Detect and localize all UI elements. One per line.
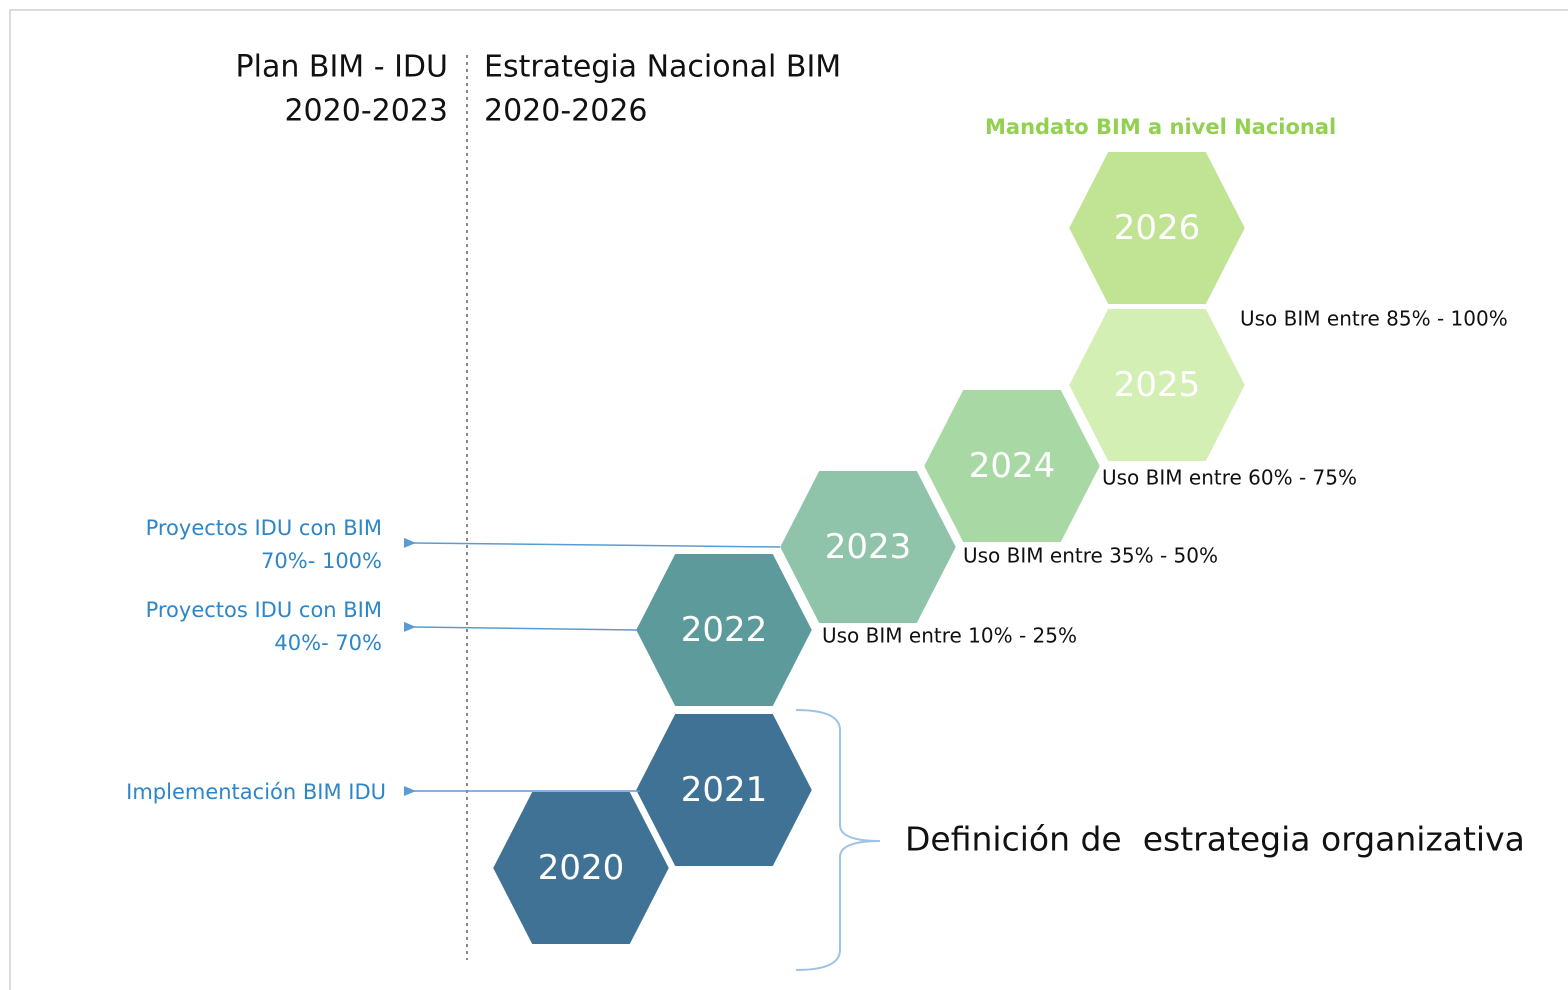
idu-note: Implementación BIM IDU xyxy=(126,780,386,804)
hexagon xyxy=(488,788,674,948)
year-label: 2025 xyxy=(1114,365,1201,405)
usage-note: Uso BIM entre 10% - 25% xyxy=(822,624,1077,648)
year-label: 2026 xyxy=(1114,208,1201,248)
mandate: Mandato BIM a nivel Nacional xyxy=(985,115,1336,139)
frame xyxy=(9,9,1568,990)
arrow xyxy=(403,621,638,632)
strategy: Definición de estrategia organizativa xyxy=(905,820,1525,859)
idu-note: Proyectos IDU con BIM xyxy=(146,516,382,540)
hexagon xyxy=(631,550,817,710)
header-period: 2020-2023 xyxy=(284,94,448,129)
brace xyxy=(795,709,881,971)
header-title: Estrategia Nacional BIM xyxy=(484,50,841,85)
year-label: 2022 xyxy=(681,610,768,650)
year-label: 2021 xyxy=(681,770,768,810)
idu-note: 40%- 70% xyxy=(274,631,382,655)
hexagons: 2020 2021 2022 2023 2024 2025 2026 xyxy=(488,148,1250,948)
header-title: Plan BIM - IDU xyxy=(236,50,448,85)
header-period: 2020-2026 xyxy=(484,94,648,129)
hexagon xyxy=(775,467,961,627)
year-label: 2023 xyxy=(825,527,912,567)
usage-note: Uso BIM entre 35% - 50% xyxy=(963,544,1218,568)
arrow xyxy=(403,537,781,548)
hexagon xyxy=(919,386,1105,546)
hexagon xyxy=(1064,148,1250,308)
usage-note: Uso BIM entre 60% - 75% xyxy=(1102,466,1357,490)
usage-note: Uso BIM entre 85% - 100% xyxy=(1240,307,1508,331)
year-label: 2024 xyxy=(969,446,1056,486)
idu-note: Proyectos IDU con BIM xyxy=(146,598,382,622)
year-label: 2020 xyxy=(538,848,625,888)
hexagon xyxy=(631,710,817,870)
idu-note: 70%- 100% xyxy=(261,549,382,573)
